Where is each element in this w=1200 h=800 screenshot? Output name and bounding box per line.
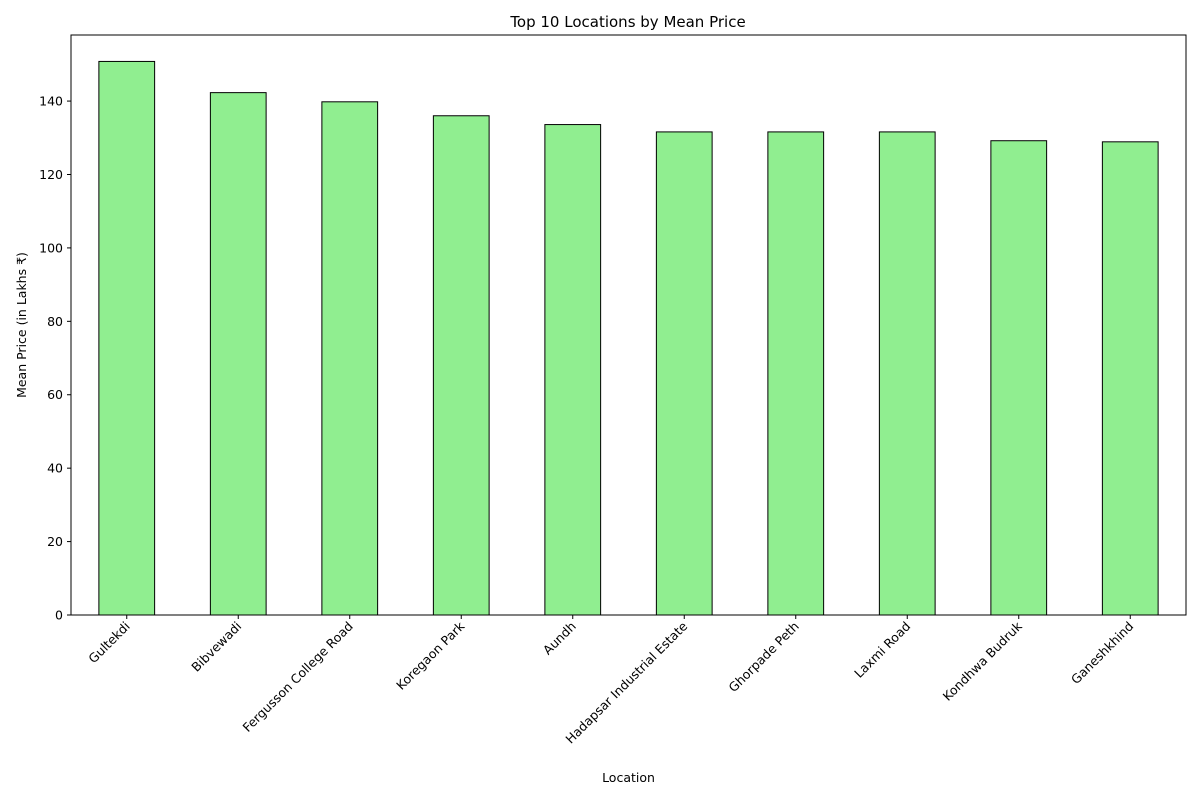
y-tick-label: 80 — [47, 314, 63, 329]
bar-gultekdi — [98, 60, 156, 616]
y-axis-label: Mean Price (in Lakhs ₹) — [14, 252, 29, 398]
x-tick-label: Koregaon Park — [393, 618, 468, 693]
x-tick-label: Bibvewadi — [188, 619, 244, 675]
x-tick-label: Fergusson College Road — [240, 619, 356, 735]
y-tick-label: 100 — [39, 240, 63, 255]
bar-aundh — [544, 124, 602, 616]
chart-title: Top 10 Locations by Mean Price — [509, 13, 745, 31]
bar-ganeshkhind — [1101, 141, 1159, 616]
y-tick-label: 120 — [39, 167, 63, 182]
y-tick-label: 0 — [55, 608, 63, 623]
y-tick-label: 60 — [47, 387, 63, 402]
bar-ghorpade-peth — [767, 131, 825, 616]
x-tick-label: Laxmi Road — [851, 619, 913, 681]
x-tick-label: Kondhwa Budruk — [940, 618, 1026, 704]
x-tick-label: Ghorpade Peth — [725, 619, 802, 696]
bar-kondhwa-budruk — [990, 140, 1048, 616]
y-axis: 0 20 40 60 80 100 120 140 — [39, 94, 71, 623]
bars-group — [98, 60, 1159, 616]
bar-laxmi-road — [878, 131, 936, 616]
bar-fergusson-college-road — [321, 101, 379, 616]
y-tick-label: 40 — [47, 461, 63, 476]
x-axis-label: Location — [602, 770, 655, 785]
bar-hadapsar-industrial-estate — [655, 131, 713, 616]
y-tick-label: 140 — [39, 94, 63, 109]
x-tick-label: Hadapsar Industrial Estate — [562, 618, 690, 746]
x-tick-label: Gultekdi — [85, 619, 133, 667]
y-tick-label: 20 — [47, 534, 63, 549]
bar-bibvewadi — [209, 92, 267, 616]
plot-frame — [70, 34, 1187, 616]
x-tick-label: Aundh — [540, 619, 579, 658]
x-tick-label: Ganeshkhind — [1068, 619, 1137, 688]
bar-koregaon-park — [432, 115, 490, 616]
